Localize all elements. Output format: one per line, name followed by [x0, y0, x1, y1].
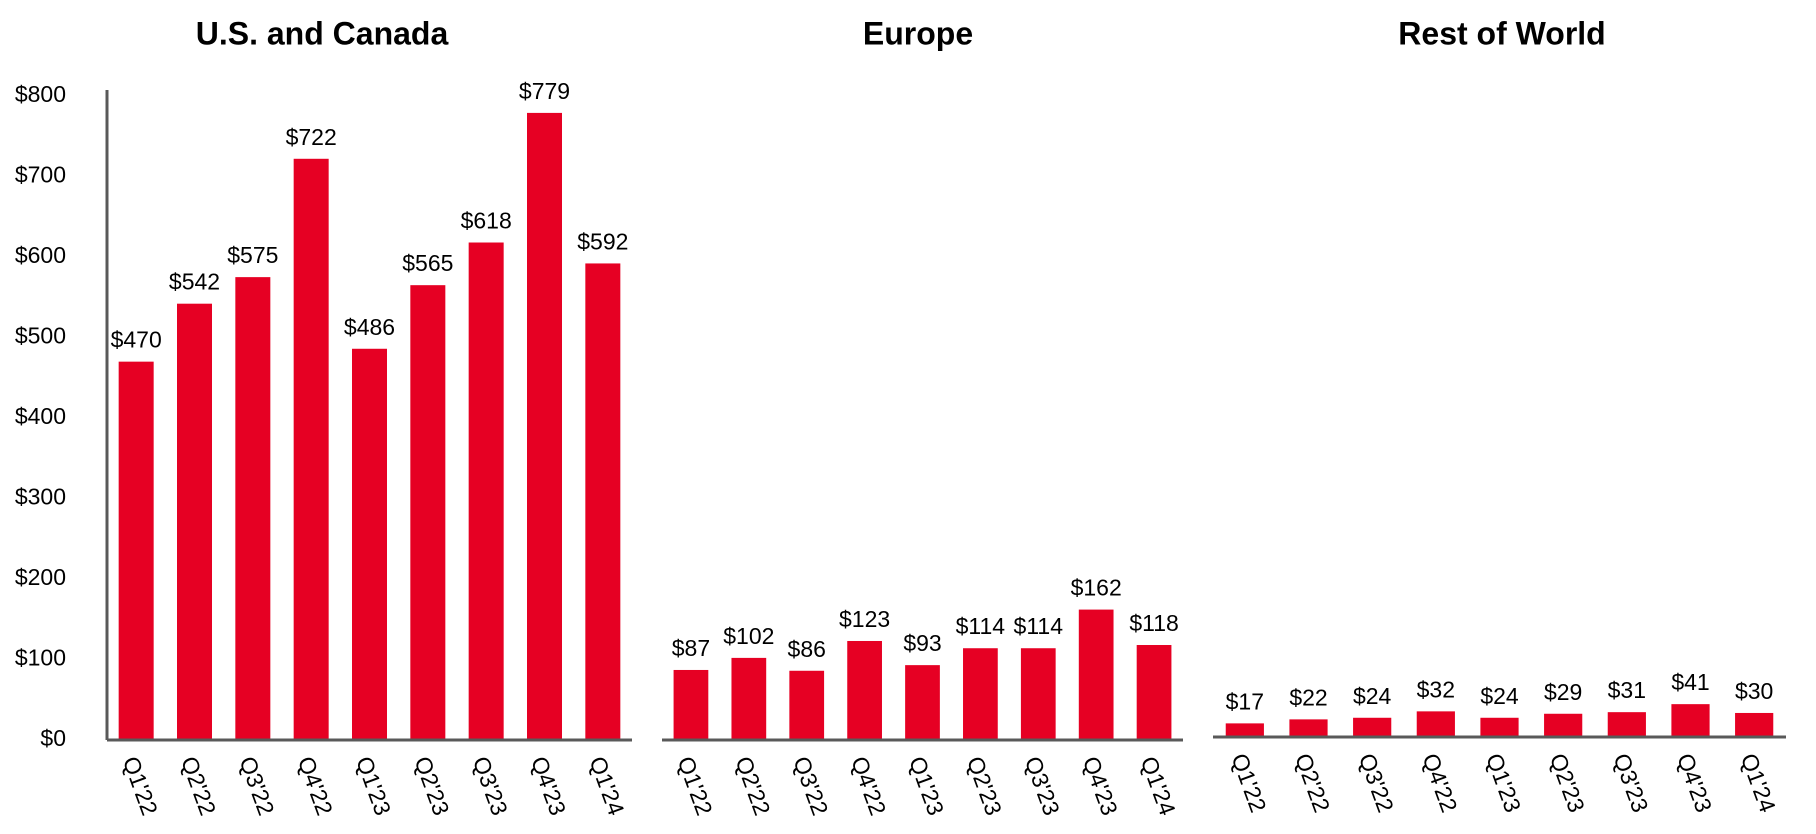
- y-tick-label: $400: [15, 403, 66, 429]
- europe-bar-q4-22: [847, 640, 882, 739]
- rest-of-world-x-tick-label: Q1'22: [1226, 750, 1271, 816]
- europe-x-tick-label: Q3'22: [788, 753, 833, 819]
- rest-of-world-data-label: $17: [1226, 688, 1264, 714]
- u-s-and-canada-bar-q1-24: [585, 263, 621, 739]
- u-s-and-canada-title: U.S. and Canada: [196, 15, 449, 51]
- rest-of-world-bar-q4-23: [1671, 704, 1710, 736]
- u-s-and-canada-x-tick-label: Q1'22: [118, 753, 163, 819]
- u-s-and-canada-bar-q2-23: [410, 285, 446, 739]
- y-tick-label: $200: [15, 564, 66, 590]
- u-s-and-canada-x-tick-label: Q2'23: [409, 753, 454, 819]
- u-s-and-canada-x-tick-label: Q1'23: [351, 753, 396, 819]
- u-s-and-canada-bar-q3-23: [468, 242, 504, 739]
- u-s-and-canada-bar-q2-22: [177, 303, 212, 739]
- europe-panel: Europe $87 Q1'22 $102 Q2'22 $86 Q3'22 $123 Q4'22…: [662, 15, 1183, 819]
- europe-data-label: $86: [788, 636, 826, 662]
- europe-data-label: $114: [956, 613, 1006, 639]
- rest-of-world-bar-q1-22: [1225, 723, 1264, 736]
- u-s-and-canada-data-label: $486: [344, 314, 395, 340]
- rest-of-world-x-tick-label: Q4'22: [1417, 750, 1462, 816]
- europe-data-label: $87: [672, 635, 710, 661]
- u-s-and-canada-x-tick-label: Q3'23: [468, 753, 513, 819]
- u-s-and-canada-bar-q3-22: [235, 277, 271, 739]
- rest-of-world-bar-q4-22: [1416, 711, 1455, 736]
- u-s-and-canada-data-label: $722: [286, 124, 337, 150]
- rest-of-world-x-tick-label: Q4'23: [1672, 750, 1717, 816]
- rest-of-world-x-tick-label: Q2'23: [1545, 750, 1590, 816]
- u-s-and-canada-data-label: $618: [461, 208, 512, 234]
- europe-bar-q4-23: [1078, 609, 1114, 739]
- europe-data-label: $123: [839, 606, 890, 632]
- u-s-and-canada-data-label: $542: [169, 269, 220, 295]
- u-s-and-canada-x-tick-label: Q1'24: [584, 753, 629, 819]
- europe-data-label: $162: [1071, 575, 1122, 601]
- u-s-and-canada-bar-q4-23: [527, 112, 562, 739]
- rest-of-world-bar-q3-23: [1607, 712, 1646, 736]
- y-tick-label: $100: [15, 645, 66, 671]
- rest-of-world-bar-q1-23: [1480, 717, 1519, 736]
- y-tick-label: $600: [15, 242, 66, 268]
- rest-of-world-x-tick-label: Q3'23: [1608, 750, 1653, 816]
- rest-of-world-title: Rest of World: [1398, 15, 1605, 51]
- europe-bar-q1-23: [905, 665, 940, 739]
- u-s-and-canada-data-label: $565: [402, 250, 453, 276]
- europe-x-tick-label: Q1'24: [1136, 753, 1181, 819]
- rest-of-world-bar-q1-24: [1735, 712, 1774, 736]
- europe-x-tick-label: Q4'22: [846, 753, 891, 819]
- europe-data-label: $118: [1129, 610, 1178, 636]
- u-s-and-canada-panel: U.S. and Canada $0 $100 $200 $300 $400 $500 $60…: [15, 15, 632, 819]
- u-s-and-canada-bar-q4-22: [293, 158, 329, 739]
- rest-of-world-data-label: $32: [1417, 676, 1455, 702]
- europe-x-tick-label: Q1'23: [904, 753, 949, 819]
- europe-bar-q2-23: [963, 648, 998, 739]
- europe-x-tick-label: Q2'22: [730, 753, 775, 819]
- u-s-and-canada-bar-q1-22: [118, 361, 154, 739]
- europe-x-tick-label: Q2'23: [962, 753, 1007, 819]
- u-s-and-canada-bar-q1-23: [352, 348, 387, 739]
- u-s-and-canada-data-label: $470: [111, 327, 162, 353]
- europe-bar-q3-22: [789, 670, 825, 739]
- u-s-and-canada-data-label: $575: [227, 242, 278, 268]
- europe-bar-q3-23: [1020, 648, 1056, 739]
- u-s-and-canada-data-label: $592: [577, 228, 628, 254]
- rest-of-world-data-label: $29: [1544, 679, 1582, 705]
- u-s-and-canada-x-tick-label: Q2'22: [176, 753, 221, 819]
- u-s-and-canada-x-tick-label: Q3'22: [234, 753, 279, 819]
- europe-bar-q1-24: [1136, 645, 1172, 739]
- y-tick-label: $500: [15, 323, 66, 349]
- rest-of-world-data-label: $30: [1735, 678, 1773, 704]
- europe-title: Europe: [863, 15, 973, 51]
- europe-x-tick-label: Q3'23: [1020, 753, 1065, 819]
- rest-of-world-x-tick-label: Q3'22: [1354, 750, 1399, 816]
- europe-x-tick-label: Q4'23: [1078, 753, 1123, 819]
- europe-bar-q1-22: [673, 669, 709, 739]
- europe-data-label: $114: [1014, 613, 1064, 639]
- rest-of-world-panel: Rest of World $17 Q1'22 $22 Q2'22 $24 Q3'22 $32…: [1213, 15, 1786, 816]
- rest-of-world-data-label: $31: [1608, 677, 1646, 703]
- y-tick-label: $700: [15, 162, 66, 188]
- rest-of-world-data-label: $22: [1289, 684, 1327, 710]
- u-s-and-canada-data-label: $779: [519, 78, 570, 104]
- y-tick-label: $300: [15, 484, 66, 510]
- u-s-and-canada-x-tick-label: Q4'22: [293, 753, 338, 819]
- y-tick-label: $0: [40, 725, 66, 751]
- y-tick-label: $800: [15, 81, 66, 107]
- europe-bar-q2-22: [731, 657, 767, 739]
- rest-of-world-x-tick-label: Q1'23: [1481, 750, 1526, 816]
- rest-of-world-bar-q3-22: [1353, 717, 1392, 736]
- rest-of-world-data-label: $24: [1353, 683, 1392, 709]
- rest-of-world-bar-q2-22: [1289, 719, 1328, 736]
- u-s-and-canada-x-tick-label: Q4'23: [526, 753, 571, 819]
- europe-data-label: $102: [723, 623, 774, 649]
- rest-of-world-x-tick-label: Q1'24: [1736, 750, 1781, 816]
- rest-of-world-data-label: $24: [1480, 683, 1519, 709]
- rest-of-world-data-label: $41: [1671, 669, 1709, 695]
- europe-data-label: $93: [903, 630, 941, 656]
- europe-x-tick-label: Q1'22: [673, 753, 718, 819]
- rest-of-world-bar-q2-23: [1544, 713, 1583, 736]
- rest-of-world-x-tick-label: Q2'22: [1290, 750, 1335, 816]
